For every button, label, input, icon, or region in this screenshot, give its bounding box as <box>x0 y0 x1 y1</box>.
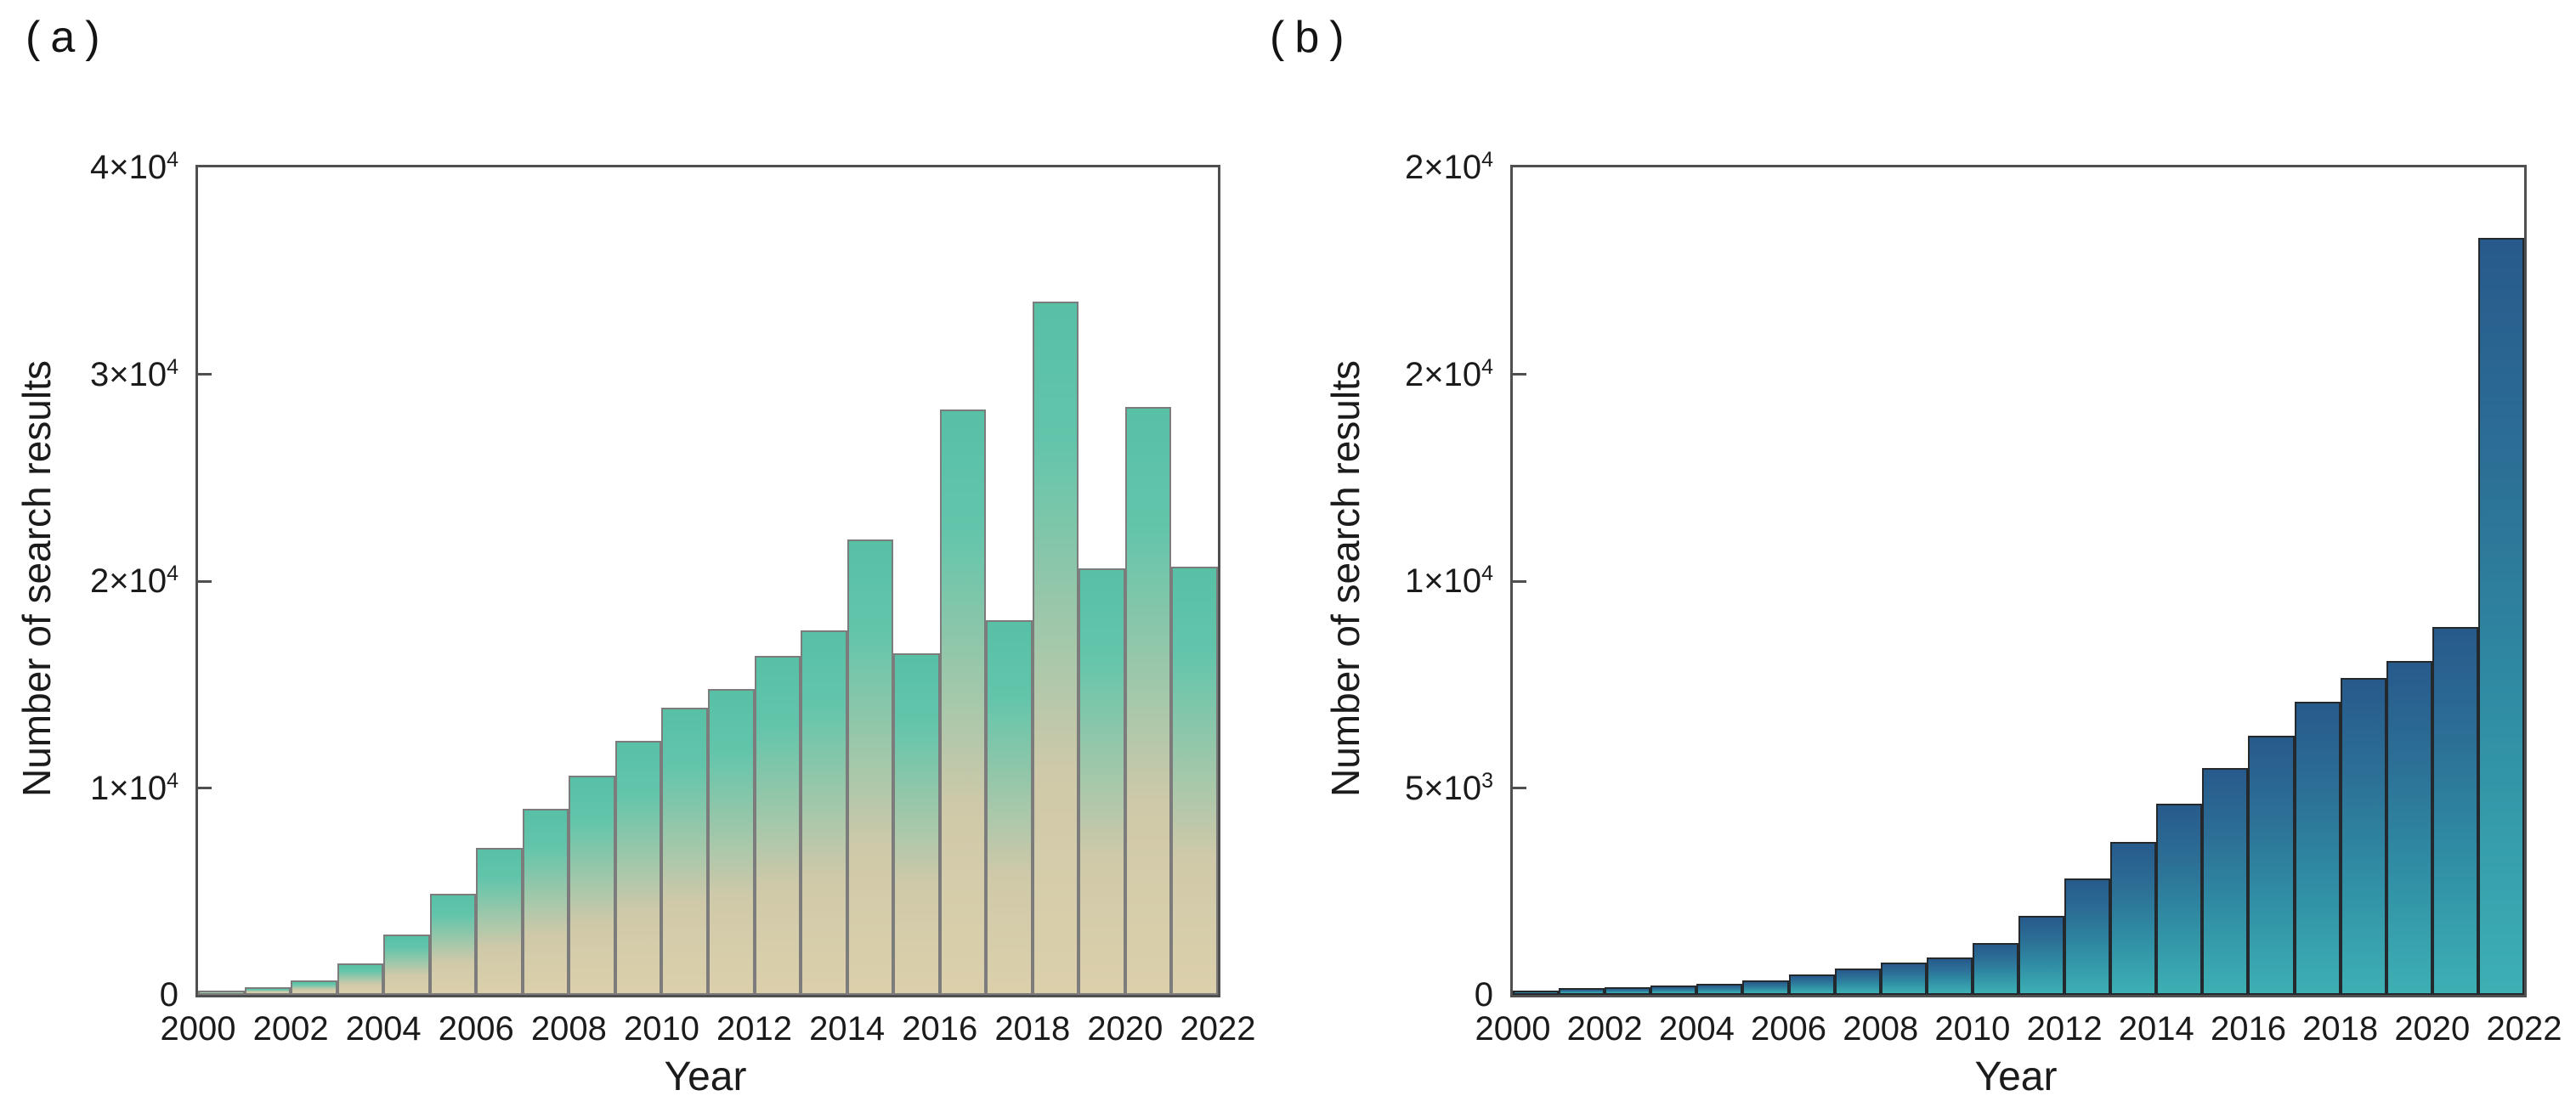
x-tick-label: 2012 <box>2026 1010 2103 1048</box>
bar-2021 <box>1171 566 1218 995</box>
x-tick-label: 2006 <box>438 1010 514 1048</box>
x-tick-label: 2022 <box>1180 1010 1256 1048</box>
bar-2001 <box>244 987 292 995</box>
y-tick-mark <box>198 787 212 789</box>
x-tick-label: 2014 <box>2118 1010 2194 1048</box>
bar-2016 <box>939 409 987 995</box>
plot-area-a: 0 1×104 2×104 3×104 4×104 2000 2002 2004 2006 200… <box>90 149 1256 1048</box>
bar-2013 <box>2110 841 2157 995</box>
x-tick-label: 2002 <box>252 1010 329 1048</box>
bar-2019 <box>1079 568 1125 995</box>
x-tick-label: 2002 <box>1566 1010 1643 1048</box>
x-tick-label: 2014 <box>809 1010 886 1048</box>
x-axis-title: Year <box>664 1054 747 1099</box>
bar-2010 <box>1972 942 2018 995</box>
bar-2008 <box>569 775 615 995</box>
y-tick-mark <box>1513 373 1526 376</box>
bar-2006 <box>476 848 523 995</box>
bar-2021 <box>2477 237 2524 995</box>
bar-2012 <box>754 655 801 995</box>
bar-2014 <box>2156 804 2203 995</box>
bar-2007 <box>522 808 569 995</box>
x-tick-label: 2000 <box>160 1010 236 1048</box>
bar-2003 <box>337 963 384 995</box>
y-tick-label: 2×104 <box>1404 148 1493 186</box>
x-tick-label: 2008 <box>530 1010 607 1048</box>
bar-2004 <box>1696 983 1743 995</box>
bar-2018 <box>1032 302 1079 995</box>
x-tick-label: 2008 <box>1843 1010 1919 1048</box>
y-tick-label: 0 <box>1474 976 1493 1014</box>
panel-a-label: (a) <box>25 13 110 62</box>
bar-2016 <box>2248 735 2295 995</box>
x-tick-label: 2010 <box>1934 1010 2011 1048</box>
y-tick-label: 2×104 <box>1404 354 1493 393</box>
bar-2000 <box>198 991 245 995</box>
bar-2014 <box>846 539 894 995</box>
x-tick-label: 2018 <box>2302 1010 2379 1048</box>
x-tick-label: 2004 <box>1658 1010 1735 1048</box>
bar-2005 <box>429 893 477 995</box>
x-axis-title: Year <box>1974 1054 2058 1099</box>
x-tick-label: 2022 <box>2486 1010 2562 1048</box>
x-tick-label: 2012 <box>716 1010 793 1048</box>
y-tick-mark <box>1513 787 1526 789</box>
bar-2010 <box>661 707 708 995</box>
bar-2020 <box>1124 407 1172 995</box>
x-tick-label: 2000 <box>1475 1010 1551 1048</box>
bar-2005 <box>1742 980 1789 995</box>
x-tick-label: 2016 <box>2210 1010 2286 1048</box>
bar-2013 <box>801 630 847 995</box>
bar-2015 <box>893 653 940 995</box>
x-tick-label: 2006 <box>1751 1010 1827 1048</box>
bar-2015 <box>2202 768 2249 995</box>
y-tick-label: 5×103 <box>1404 768 1493 807</box>
bar-2009 <box>614 740 662 995</box>
x-tick-label: 2018 <box>994 1010 1071 1048</box>
bar-2009 <box>1926 957 1973 995</box>
y-tick-label: 2×104 <box>89 562 178 600</box>
bar-2018 <box>2340 677 2386 995</box>
x-tick-label: 2016 <box>902 1010 978 1048</box>
bar-2019 <box>2386 661 2432 995</box>
bar-2008 <box>1880 963 1927 995</box>
x-tick-label: 2010 <box>623 1010 699 1048</box>
bar-2000 <box>1513 991 1560 995</box>
bar-2002 <box>1605 987 1651 995</box>
bar-2011 <box>708 688 755 995</box>
bar-2012 <box>2064 878 2111 995</box>
bar-2002 <box>291 980 337 995</box>
bar-2006 <box>1788 974 1835 995</box>
bar-2004 <box>383 935 430 995</box>
x-tick-label: 2020 <box>2394 1010 2471 1048</box>
x-tick-label: 2020 <box>1087 1010 1163 1048</box>
y-tick-label: 1×104 <box>1404 562 1493 600</box>
bar-2017 <box>2294 702 2341 995</box>
bar-2007 <box>1834 968 1881 995</box>
y-tick-label: 4×104 <box>89 148 178 186</box>
plot-area-b: 0 5×103 1×104 2×104 2×104 2000 2002 2004 2006 200… <box>1405 149 2562 1048</box>
bar-2003 <box>1650 986 1697 995</box>
x-tick-label: 2004 <box>345 1010 422 1048</box>
y-tick-mark <box>1513 579 1526 583</box>
y-tick-label: 0 <box>159 976 178 1014</box>
y-tick-mark <box>198 373 212 376</box>
bar-2011 <box>2018 916 2065 995</box>
y-tick-label: 1×104 <box>89 768 178 807</box>
y-tick-label: 3×104 <box>89 354 178 393</box>
bar-2020 <box>2432 626 2478 995</box>
panel-b-label: (b) <box>1270 13 1355 62</box>
bar-2017 <box>986 620 1033 995</box>
y-tick-mark <box>198 579 212 583</box>
bar-2001 <box>1559 988 1605 995</box>
